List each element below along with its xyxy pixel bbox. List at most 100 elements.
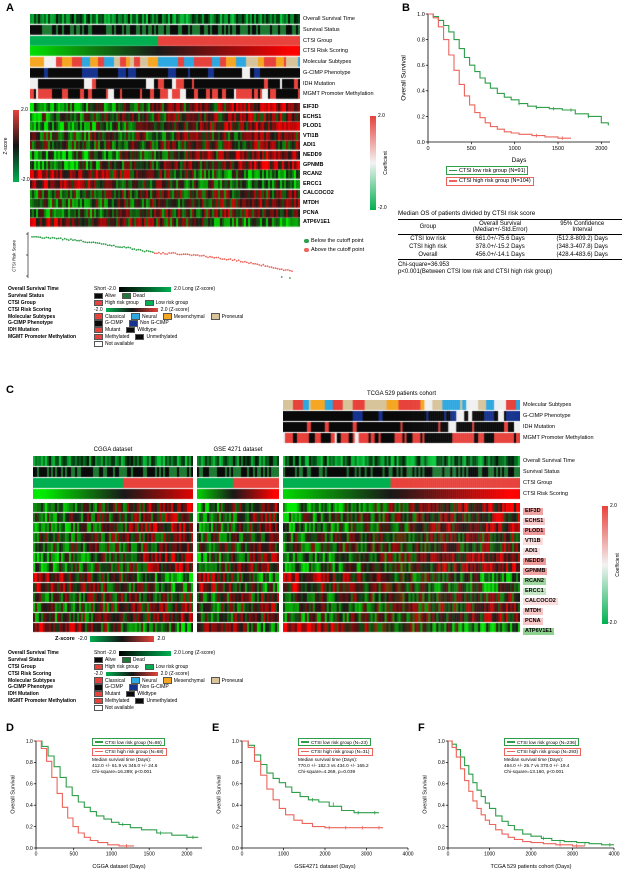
gene-label: PLOD1 xyxy=(303,123,322,130)
table-footnote: Chi-square=36.953 xyxy=(398,261,450,268)
legend-row: Survival Status Alive Dead xyxy=(8,656,249,664)
legend-gradient-max: 2.0 (Z-score) xyxy=(160,670,190,677)
legend-item: Non G-CIMP xyxy=(129,684,169,691)
risk-score-dot xyxy=(182,253,185,256)
km-curve-high-risk xyxy=(242,740,384,829)
legend-swatch xyxy=(94,333,103,341)
risk-score-dot xyxy=(170,252,173,254)
gene-label: CALCOCO2 xyxy=(303,190,334,197)
panel-b-label: B xyxy=(402,2,410,14)
risk-score-dot xyxy=(219,257,222,260)
legend-item-label: Wildtype xyxy=(137,327,157,334)
km-curve-low-risk xyxy=(242,740,379,814)
risk-score-dot xyxy=(94,241,97,244)
risk-score-dot xyxy=(270,266,273,269)
legend-gradient-max: 2.0 Long (Z-score) xyxy=(173,650,216,657)
track-label: MGMT Promoter Methylation xyxy=(523,435,594,441)
track-label: CTSI Risk Scoring xyxy=(303,48,348,55)
risk-score-dot xyxy=(284,269,287,271)
gene-label: RCAN2 xyxy=(523,578,546,585)
legend-item: G-CIMP xyxy=(94,320,123,327)
gene-label: MTDH xyxy=(303,199,319,206)
risk-score-dot xyxy=(221,258,224,260)
legend-row: G-CIMP Phenotype G-CIMP Non G-CIMP xyxy=(8,684,249,691)
track-label: CTSI Group xyxy=(303,37,333,44)
risk-score-dot xyxy=(143,250,146,253)
x-tick-label: 3000 xyxy=(361,852,372,858)
legend-swatch xyxy=(129,684,139,691)
x-tick-label: 0 xyxy=(241,852,244,858)
legend-line-swatch xyxy=(507,741,515,743)
risk-score-dot xyxy=(72,239,74,241)
track-label: IDH Mutation xyxy=(523,424,556,430)
y-tick-label: 1.0 xyxy=(417,12,425,18)
table-footnote: p<0.001(Between CTSI low risk and CTSI h… xyxy=(398,269,553,275)
y-tick-label: 0.6 xyxy=(232,782,239,788)
legend-swatch xyxy=(131,677,141,684)
x-tick-label: 2000 xyxy=(319,852,330,858)
km-curve-low-risk xyxy=(428,13,609,126)
table-cell: Overall xyxy=(398,251,458,260)
legend-swatch xyxy=(135,697,145,705)
legend-swatch xyxy=(162,313,172,320)
cgga-gene-heatmap xyxy=(33,503,193,633)
legend-item: High risk group xyxy=(94,663,139,671)
legend-swatch xyxy=(94,340,103,348)
risk-score-dot xyxy=(184,253,187,256)
risk-score-dot xyxy=(61,238,64,241)
legend-item: Unmethylated xyxy=(135,697,177,705)
shared-track-labels: Overall Survival Time Survival Status CTSI… xyxy=(523,456,575,500)
panel-c-gene-labels: EIF3D ECHS1 PLOD1 VTI1B ADI1 NEDD9 GPNMB RCAN2 E… xyxy=(523,503,558,635)
x-tick-label: 1500 xyxy=(144,852,155,858)
legend-row: Survival Status Alive Dead xyxy=(8,292,249,300)
km-annotation-line: Median survival time (Days): xyxy=(504,757,564,762)
legend-gradient-bar xyxy=(118,287,171,292)
risk-score-dot xyxy=(90,241,93,244)
legend-row: Molecular Subtypes Classical Neural Mesench… xyxy=(8,313,249,320)
y-tick-label: 0.6 xyxy=(438,782,445,788)
risk-score-dot xyxy=(33,236,35,238)
legend-item: Not available xyxy=(94,340,134,348)
legend-gradient-max: 2.0 (Z-score) xyxy=(160,306,190,313)
legend-swatch xyxy=(129,320,139,327)
risk-score-dot xyxy=(266,265,269,267)
km-plot-f: 0 1000 2000 3000 4000 0.0 0.2 0.4 0.6 0.8 1.0 TCGA … xyxy=(423,739,620,870)
table-row: CTSI high risk 378.0+/-15.2 Days (348.3-40… xyxy=(398,243,622,251)
risk-score-dot xyxy=(59,237,62,240)
risk-score-dot xyxy=(80,239,82,242)
legend-row: IDH Mutation Mutant Wildtype xyxy=(8,326,249,334)
risk-score-dot xyxy=(88,241,91,244)
risk-score-dot xyxy=(43,237,46,239)
cgga-dataset-title: CGGA dataset xyxy=(93,447,133,453)
legend-row-title: Molecular Subtypes xyxy=(8,677,56,684)
y-axis-label: Overall Survival xyxy=(11,775,17,814)
risk-score-dot xyxy=(188,253,191,256)
km-legend-label: CTSI low risk group (N=23) xyxy=(311,739,368,745)
risk-score-dot xyxy=(287,269,289,271)
x-tick-label: 500 xyxy=(70,852,79,858)
legend-gradient-min: -2.0 xyxy=(94,306,103,313)
risk-score-dot xyxy=(108,244,111,247)
x-tick-label: 4000 xyxy=(402,852,413,858)
median-os-table-block: Median OS of patients divided by CTSI ri… xyxy=(398,210,622,275)
gene-label: ATP6V1E1 xyxy=(523,628,555,635)
legend-item: Dead xyxy=(121,656,145,664)
risk-score-dot xyxy=(254,262,256,265)
table-row: CTSI low risk 661.0+/-75.6 Days (512.8-809… xyxy=(398,235,622,244)
risk-score-dot xyxy=(252,262,255,265)
risk-score-dot xyxy=(250,261,252,264)
risk-score-dot xyxy=(207,256,209,259)
risk-score-dot xyxy=(205,255,207,258)
track-label: Molecular Subtypes xyxy=(303,59,352,65)
panel-a-gene-heatmap xyxy=(30,103,300,228)
panel-c-zscore-legend: Z-score -2.0 2.0 xyxy=(55,636,165,642)
risk-score-dot xyxy=(274,267,277,269)
legend-row-title: CTSI Risk Scoring xyxy=(8,670,52,677)
zscore-colorbar xyxy=(13,110,19,182)
risk-score-dot xyxy=(117,246,119,248)
y-tick-label: 0.8 xyxy=(26,760,33,766)
legend-item-label: G-CIMP xyxy=(105,320,124,327)
legend-gradient-bar xyxy=(118,651,171,656)
panel-a-track-labels: Overall Survival Time Survival Status CTSI… xyxy=(303,14,374,100)
legend-row: MGMT Promoter Methylation Methylated Unmet… xyxy=(8,697,249,705)
